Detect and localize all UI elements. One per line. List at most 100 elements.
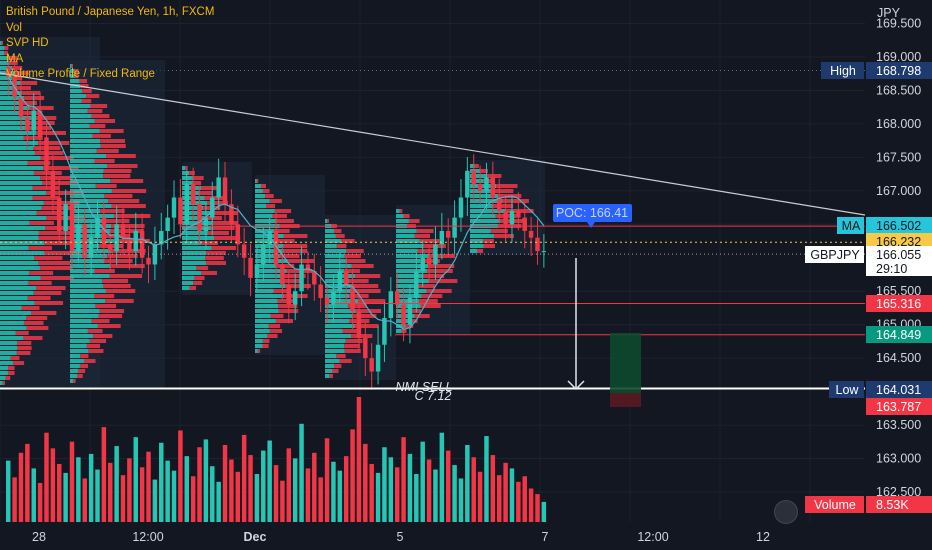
profile-bar-up <box>255 179 257 183</box>
profile-bar-up <box>325 344 345 348</box>
profile-bar-up <box>325 359 340 363</box>
profile-bar-down <box>71 64 74 68</box>
profile-bar-up <box>470 244 484 248</box>
profile-bar-down <box>43 166 79 170</box>
volume-bar <box>82 478 87 522</box>
profile-bar-up <box>0 96 25 100</box>
profile-bar-up <box>0 361 14 365</box>
indicator-volume-profile[interactable]: Volume Profile / Fixed Range <box>6 68 155 80</box>
profile-bar-down <box>417 249 436 253</box>
profile-bar-down <box>341 239 355 243</box>
profile-bar-down <box>12 66 23 70</box>
profile-bar-down <box>86 344 101 348</box>
price-tag-label: Low <box>836 383 860 397</box>
profile-bar-down <box>206 261 226 265</box>
time-axis[interactable]: 28 12:00 Dec 5 7 12:00 12 <box>32 530 770 544</box>
profile-bar-down <box>8 366 15 370</box>
indicator-svp[interactable]: SVP HD <box>6 37 49 49</box>
volume-bar <box>57 463 62 522</box>
indicator-ma[interactable]: MA <box>6 52 24 65</box>
volume-bar <box>535 494 540 522</box>
profile-bar-down <box>276 219 294 223</box>
profile-bar-up <box>70 194 105 198</box>
profile-bar-up <box>255 214 273 218</box>
profile-bar-down <box>44 241 81 245</box>
profile-bar-down <box>74 69 79 73</box>
profile-bar-down <box>185 166 188 170</box>
profile-bar-down <box>25 316 48 320</box>
volume-bar <box>146 451 151 522</box>
profile-bar-up <box>0 356 11 360</box>
volume-bar <box>356 397 362 522</box>
trendline[interactable] <box>0 72 866 216</box>
profile-bar-up <box>0 236 39 240</box>
profile-bar-down <box>100 139 126 143</box>
profile-bar-up <box>255 189 263 193</box>
volume-bar <box>363 443 368 522</box>
profile-bar-down <box>80 84 89 88</box>
profile-bar-up <box>255 219 277 223</box>
volume-bar <box>503 462 508 522</box>
profile-bar-up <box>396 269 428 273</box>
volume-bar <box>50 448 56 522</box>
profile-bar-up <box>0 266 40 270</box>
profile-bar-down <box>114 214 151 218</box>
profile-bar-down <box>78 369 86 373</box>
profile-bar-up <box>396 329 402 333</box>
profile-bar-down <box>203 216 222 220</box>
candle-body <box>267 231 272 245</box>
profile-bar-down <box>262 189 270 193</box>
profile-bar-up <box>396 209 400 213</box>
profile-bar-down <box>38 261 71 265</box>
profile-bar-down <box>94 269 115 273</box>
profile-bar-down <box>427 269 453 273</box>
price-tag-value: 166.502 <box>876 219 921 233</box>
profile-bar-down <box>27 296 51 300</box>
symbol-title[interactable]: British Pound / Japanese Yen, 1h, FXCM <box>6 6 215 18</box>
profile-bar-down <box>272 214 287 218</box>
profile-bar-up <box>182 256 206 260</box>
profile-bar-up <box>255 229 275 233</box>
chart-legend[interactable]: British Pound / Japanese Yen, 1h, FXCM V… <box>6 5 214 83</box>
profile-bar-up <box>70 369 79 373</box>
volume-bar <box>477 471 483 522</box>
profile-bar-up <box>396 229 417 233</box>
volume-bar <box>76 457 81 522</box>
profile-bar-up <box>0 276 41 280</box>
poc-callout: POC: 166.41 <box>553 204 632 228</box>
volume-bars <box>6 397 547 522</box>
profile-bar-down <box>421 294 443 298</box>
volume-bar <box>471 457 476 522</box>
profile-bar-up <box>70 269 95 273</box>
profile-bar-down <box>414 234 431 238</box>
profile-bar-up <box>255 274 283 278</box>
indicator-vol[interactable]: Vol <box>6 21 22 34</box>
profile-bar-down <box>282 274 306 278</box>
candle-body <box>503 210 508 225</box>
profile-bar-up <box>70 94 87 98</box>
profile-bar-down <box>281 279 303 283</box>
profile-bar-up <box>70 99 82 103</box>
candle-body <box>82 224 87 258</box>
profile-bar-down <box>98 314 123 318</box>
profile-bar-up <box>0 341 18 345</box>
profile-bar-down <box>94 294 115 298</box>
price-tick: 167.500 <box>876 150 921 164</box>
price-tick: 163.000 <box>876 452 921 466</box>
profile-bar-up <box>0 331 16 335</box>
profile-bar-up <box>325 314 354 318</box>
volume-bar <box>222 444 228 522</box>
profile-bar-down <box>30 116 57 120</box>
profile-bar-up <box>70 329 88 333</box>
price-axis[interactable]: 169.500 169.000 168.500 168.000 167.500 167.0… <box>876 17 921 499</box>
profile-bar-down <box>100 144 126 148</box>
profile-bar-up <box>70 84 81 88</box>
profile-bar-up <box>0 181 43 185</box>
uk-flag-icon[interactable] <box>774 500 798 524</box>
profile-bar-up <box>0 166 44 170</box>
profile-bar-down <box>29 271 54 275</box>
candle-body <box>114 224 119 252</box>
profile-bar-up <box>182 276 195 280</box>
profile-bar-down <box>43 201 80 205</box>
